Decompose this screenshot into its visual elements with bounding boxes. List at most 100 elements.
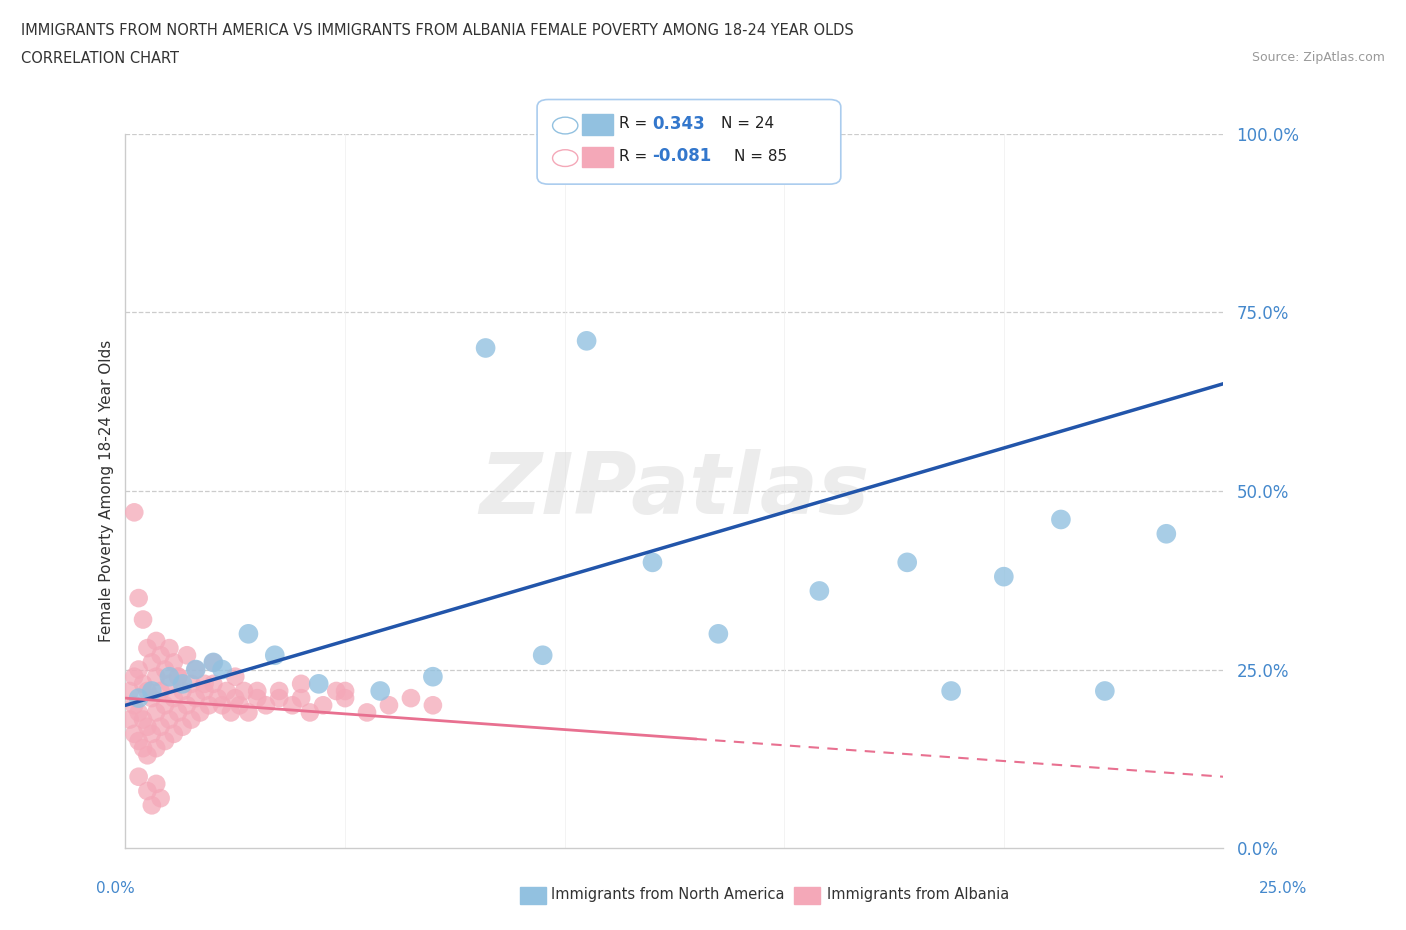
Point — [290, 691, 312, 706]
Point — [896, 555, 918, 570]
Point — [325, 684, 347, 698]
Point — [145, 740, 167, 755]
Point — [368, 684, 391, 698]
Point — [141, 691, 163, 706]
Point — [198, 698, 221, 712]
Text: Immigrants from North America: Immigrants from North America — [551, 887, 785, 902]
Point — [157, 641, 180, 656]
Point — [211, 662, 233, 677]
Point — [128, 662, 150, 677]
Point — [163, 691, 186, 706]
Point — [172, 719, 194, 734]
Point — [145, 670, 167, 684]
Point — [167, 670, 190, 684]
Point — [149, 684, 172, 698]
Point — [180, 712, 202, 727]
Point — [176, 698, 198, 712]
Point — [193, 676, 215, 691]
Point — [269, 691, 291, 706]
Point — [224, 670, 246, 684]
Point — [172, 676, 194, 691]
Point — [312, 698, 335, 712]
Point — [993, 569, 1015, 584]
Point — [136, 641, 159, 656]
Point — [145, 633, 167, 648]
Point — [132, 676, 155, 691]
Point — [254, 698, 277, 712]
Point — [1094, 684, 1116, 698]
Point — [153, 698, 176, 712]
Point — [308, 676, 330, 691]
Point — [163, 726, 186, 741]
Point — [118, 712, 141, 727]
Point — [531, 648, 554, 663]
Text: R =: R = — [619, 149, 647, 164]
Text: ZIPatlas: ZIPatlas — [479, 449, 869, 532]
Point — [136, 784, 159, 799]
Point — [333, 684, 356, 698]
Point — [122, 505, 145, 520]
Point — [145, 777, 167, 791]
Point — [132, 612, 155, 627]
Point — [207, 691, 229, 706]
Point — [128, 591, 150, 605]
Point — [176, 648, 198, 663]
Point — [167, 705, 190, 720]
Point — [298, 705, 321, 720]
Point — [939, 684, 962, 698]
Point — [202, 655, 225, 670]
Point — [132, 712, 155, 727]
Point — [333, 691, 356, 706]
Point — [136, 684, 159, 698]
Point — [157, 676, 180, 691]
Text: 0.0%: 0.0% — [96, 881, 135, 896]
Y-axis label: Female Poverty Among 18-24 Year Olds: Female Poverty Among 18-24 Year Olds — [100, 339, 114, 642]
Text: N = 24: N = 24 — [721, 116, 775, 131]
Point — [180, 676, 202, 691]
Point — [215, 684, 238, 698]
Point — [167, 670, 190, 684]
Point — [118, 684, 141, 698]
Point — [238, 705, 260, 720]
Point — [132, 740, 155, 755]
Point — [149, 719, 172, 734]
Point — [122, 670, 145, 684]
Point — [211, 698, 233, 712]
Text: 25.0%: 25.0% — [1260, 881, 1308, 896]
Text: Source: ZipAtlas.com: Source: ZipAtlas.com — [1251, 51, 1385, 64]
Point — [184, 662, 207, 677]
Point — [269, 684, 291, 698]
Point — [149, 648, 172, 663]
Point — [157, 670, 180, 684]
Point — [263, 648, 285, 663]
Point — [641, 555, 664, 570]
Point — [399, 691, 422, 706]
Point — [1050, 512, 1073, 527]
Point — [128, 769, 150, 784]
Point — [193, 684, 215, 698]
Point — [233, 684, 256, 698]
Point — [188, 705, 211, 720]
Text: 0.343: 0.343 — [652, 114, 706, 133]
Point — [141, 798, 163, 813]
Text: IMMIGRANTS FROM NORTH AMERICA VS IMMIGRANTS FROM ALBANIA FEMALE POVERTY AMONG 18: IMMIGRANTS FROM NORTH AMERICA VS IMMIGRA… — [21, 23, 853, 38]
Point — [219, 705, 242, 720]
Point — [141, 726, 163, 741]
Point — [246, 691, 269, 706]
Text: -0.081: -0.081 — [652, 147, 711, 166]
Text: R =: R = — [619, 116, 647, 131]
Point — [808, 583, 831, 598]
Text: CORRELATION CHART: CORRELATION CHART — [21, 51, 179, 66]
Point — [163, 655, 186, 670]
Point — [141, 655, 163, 670]
Point — [224, 691, 246, 706]
Point — [422, 670, 444, 684]
Point — [378, 698, 401, 712]
Point — [290, 676, 312, 691]
Point — [141, 684, 163, 698]
Point — [422, 698, 444, 712]
Point — [145, 705, 167, 720]
Point — [157, 712, 180, 727]
Point — [474, 340, 496, 355]
Point — [128, 734, 150, 749]
